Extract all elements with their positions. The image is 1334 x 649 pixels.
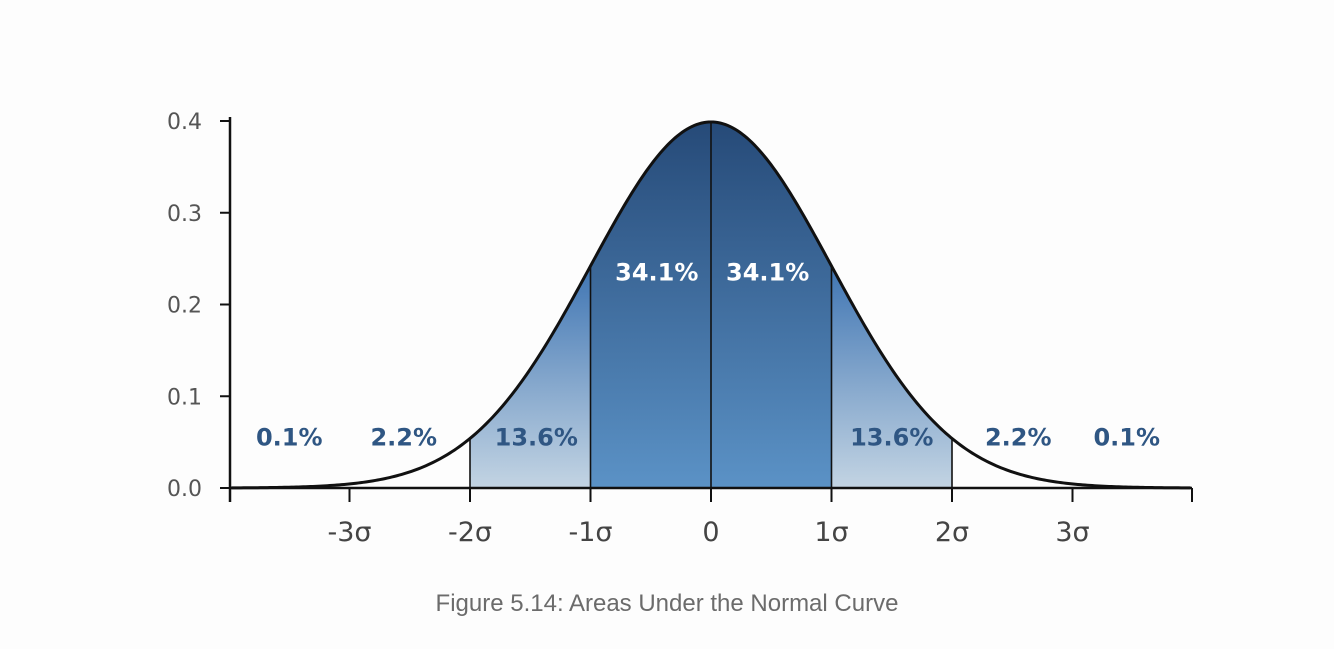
region-fill-4 <box>711 121 832 488</box>
figure-caption: Figure 5.14: Areas Under the Normal Curv… <box>435 590 899 617</box>
region-label-3: 34.1% <box>615 258 698 286</box>
region-label-6: 2.2% <box>985 424 1052 452</box>
x-tick-label: -3σ <box>327 517 371 548</box>
sigma-dividers <box>469 121 953 488</box>
y-tick-label: 0.4 <box>167 110 202 135</box>
y-tick-label: 0.0 <box>167 477 202 502</box>
normal-curve-line <box>231 120 1191 490</box>
region-label-4: 34.1% <box>726 258 809 286</box>
curve-layer <box>231 120 1191 490</box>
x-tick-label: 3σ <box>1055 517 1089 548</box>
x-tick-label: 1σ <box>814 517 848 548</box>
region-fill-3 <box>590 121 711 488</box>
x-tick-label: -2σ <box>448 517 492 548</box>
y-tick-label: 0.2 <box>167 294 202 319</box>
axes: 0.0 0.1 0.2 0.3 0.4 -3σ -2σ -1σ 0 1σ 2σ 3σ <box>167 110 1193 548</box>
region-label-1: 2.2% <box>370 424 437 452</box>
y-tick-label: 0.1 <box>167 385 202 410</box>
region-label-5: 13.6% <box>850 424 933 452</box>
x-tick-label: 2σ <box>935 517 969 548</box>
region-labels: 0.1% 2.2% 13.6% 34.1% 34.1% 13.6% 2.2% 0.1% <box>256 258 1160 451</box>
x-tick-label: -1σ <box>568 517 612 548</box>
x-tick-label: 0 <box>702 517 719 548</box>
region-label-0: 0.1% <box>256 424 323 452</box>
region-label-2: 13.6% <box>495 424 578 452</box>
region-label-7: 0.1% <box>1093 424 1160 452</box>
y-tick-label: 0.3 <box>167 202 202 227</box>
